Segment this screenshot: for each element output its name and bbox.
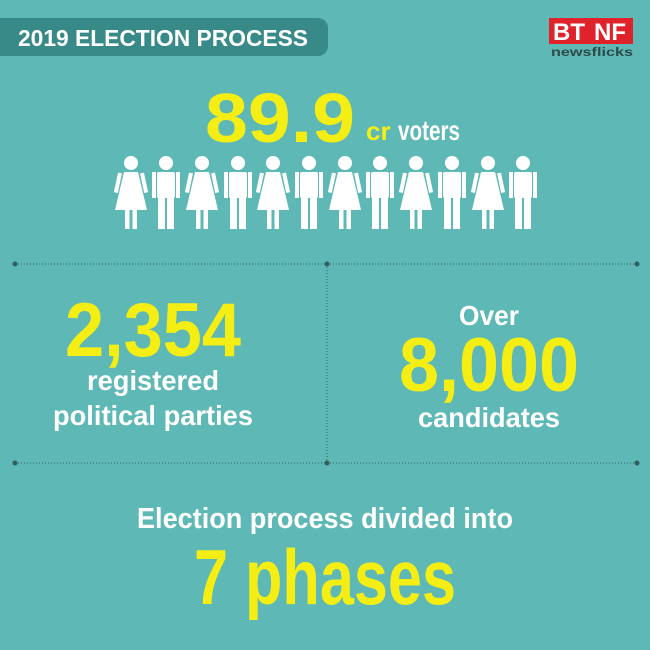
parties-line: registered [87,365,219,396]
candidates-prefix: Over [459,300,519,331]
phases-number: 7 phases [194,533,456,621]
logo-tagline: newsflicks [551,45,633,59]
voters-label: voters [398,115,460,146]
logo-right: NF [594,19,626,46]
dividers [12,261,640,466]
header-badge [0,18,328,56]
logo-left: BT [553,19,585,46]
header-title: 2019 ELECTION PROCESS [18,25,308,51]
parties-number: 2,354 [65,288,241,373]
voters-unit: cr [366,116,391,146]
candidates-label: candidates [418,402,560,433]
phases-intro: Election process divided into [137,503,513,535]
parties-line: political parties [53,400,253,431]
candidates-number: 8,000 [399,323,579,408]
logo-box [549,18,633,44]
voters-number: 89.9 [205,79,355,157]
